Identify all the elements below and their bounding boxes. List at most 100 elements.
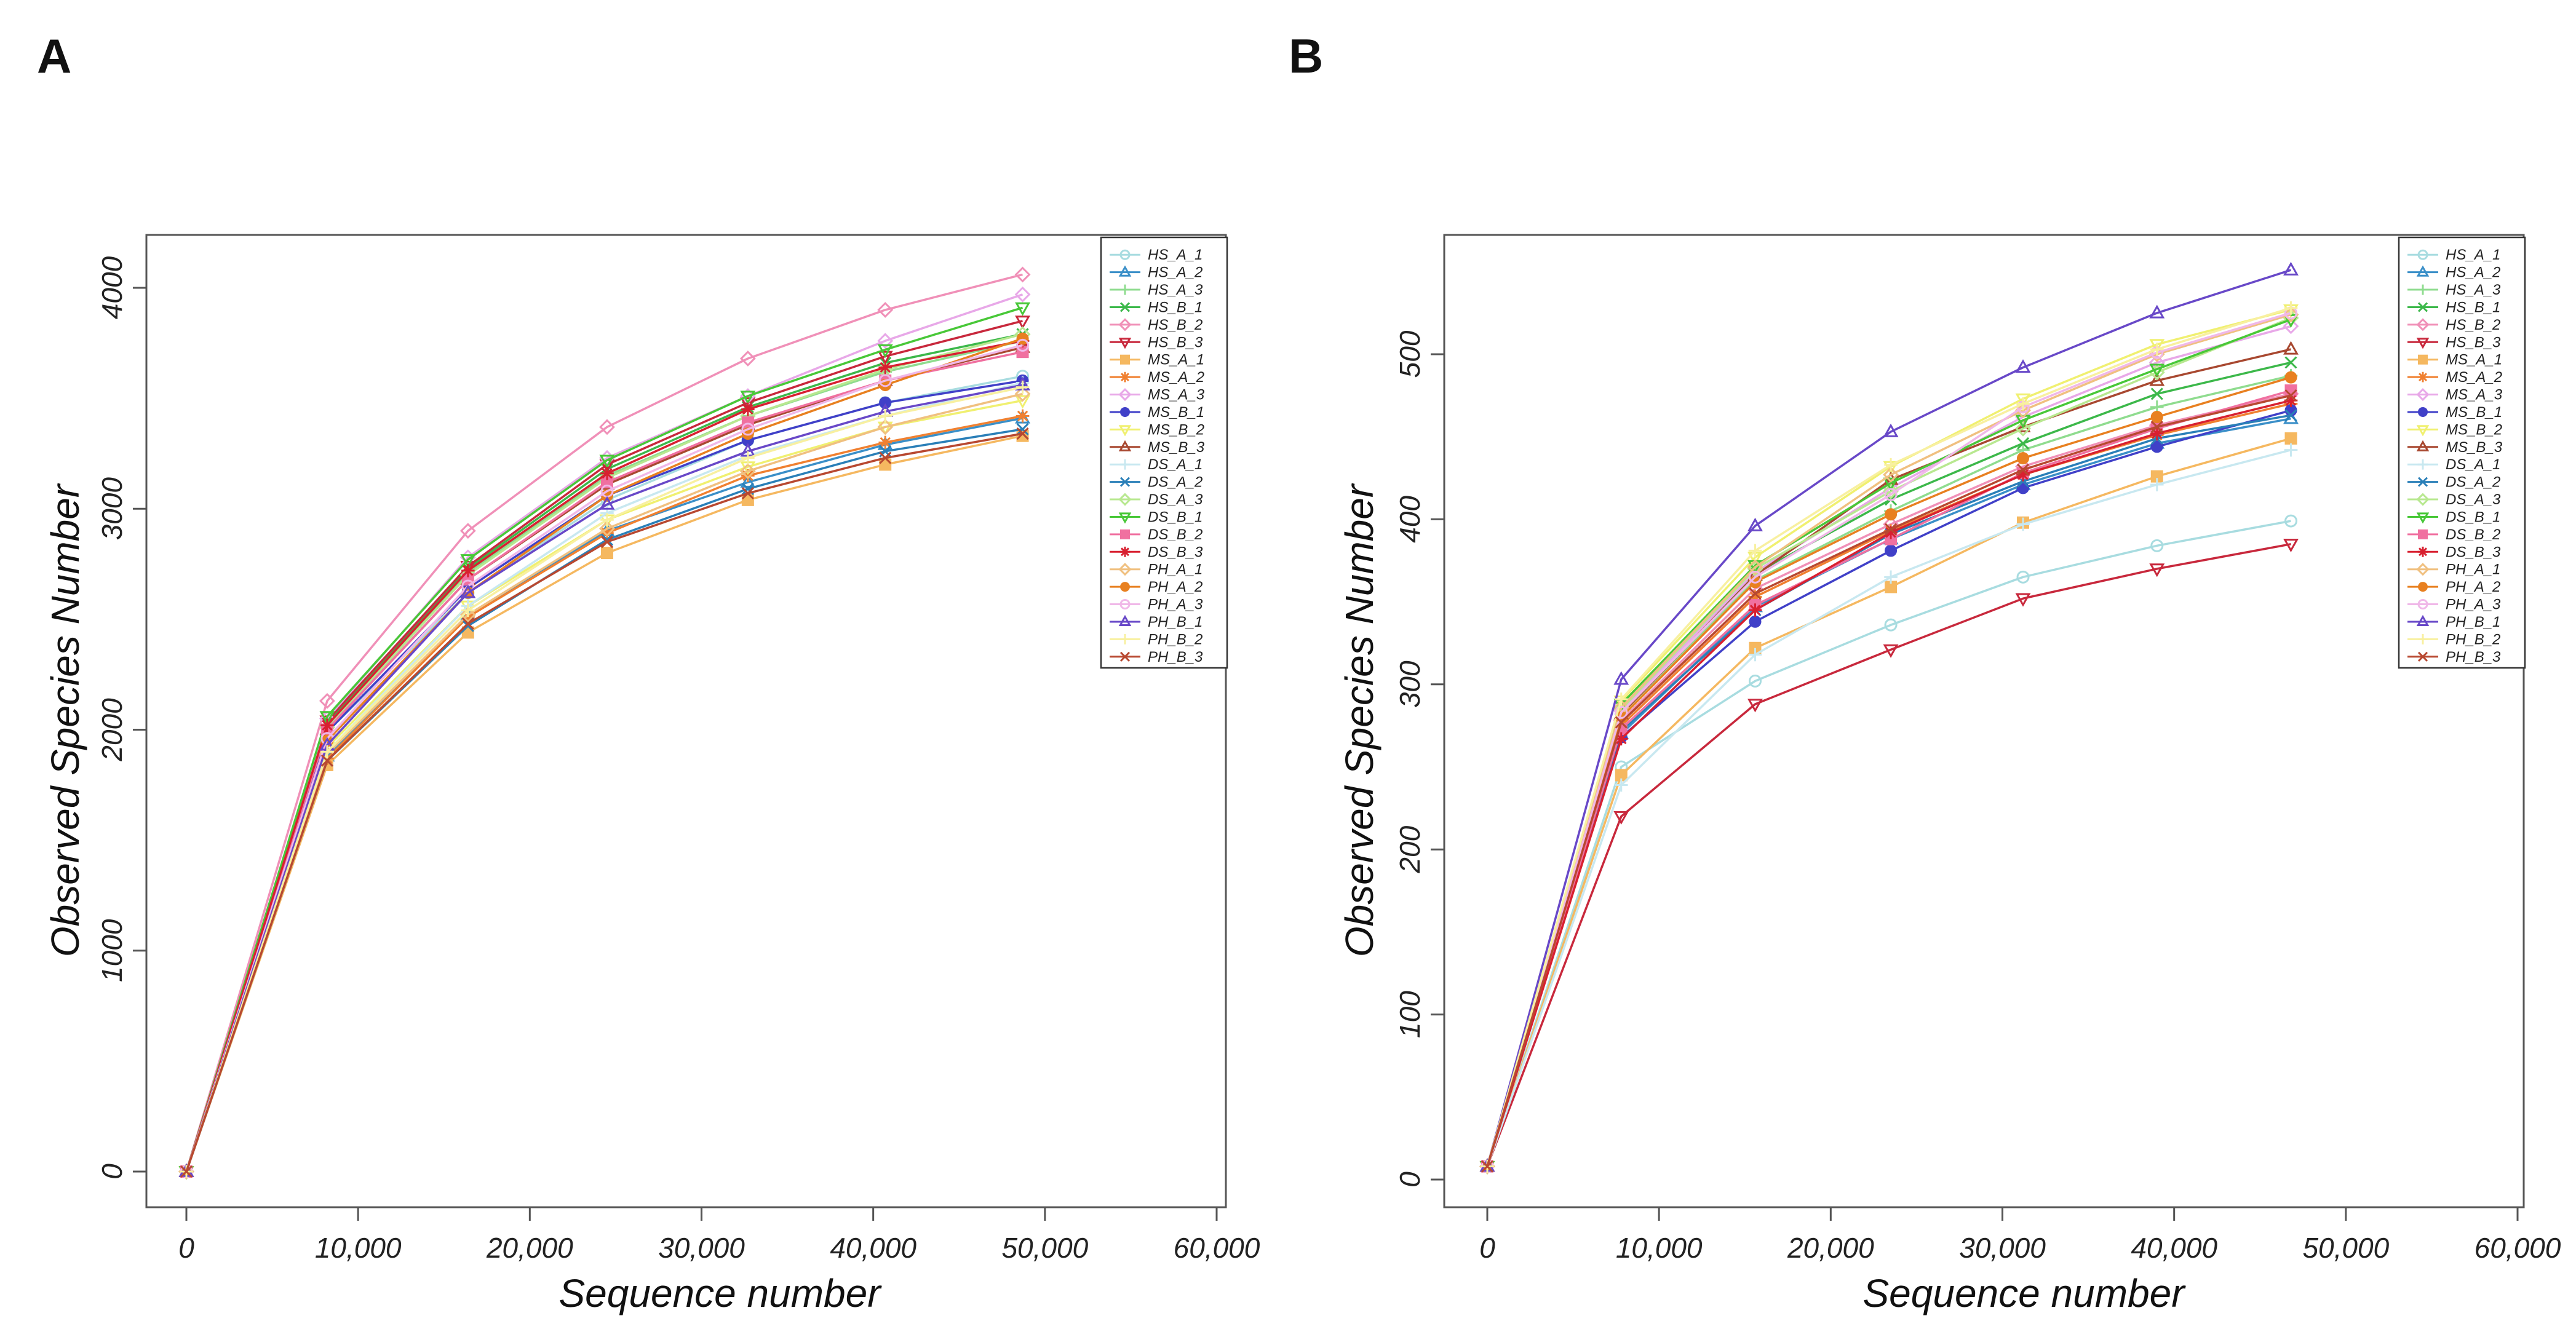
legend-item-ds-a-3: DS_A_3 [2407,491,2501,508]
legend-marker-icon [2418,582,2428,592]
legend-marker-icon [1118,614,1132,627]
legend-marker-icon [1119,477,1131,487]
data-point-ph-b-1 [599,496,615,510]
y-axis-title-a: Observed Species Number [43,483,87,957]
y-axis-title-b: Observed Species Number [1337,483,1381,957]
data-point-ph-b-1 [2283,261,2299,276]
data-point-ph-b-1 [1613,671,1629,685]
panel-letter-b: B [1289,29,1323,83]
x-tick-label: 0 [178,1232,194,1264]
data-point-ph-b-3 [2016,463,2030,476]
legend-item-ms-b-1: MS_B_1 [2407,404,2502,421]
data-point-ds-b-1 [877,344,893,358]
data-point-hs-b-3 [1883,644,1899,658]
legend-item-ph-b-2: PH_B_2 [1110,631,1203,648]
series-hs-a-1 [1481,514,2297,1173]
legend-label: PH_A_1 [1148,561,1203,578]
series-line-ms-b-1 [1486,409,2291,1167]
legend-label: HS_A_2 [1148,264,1203,281]
data-point-ph-a-3 [1615,705,1628,719]
legend-label: PH_A_3 [1148,597,1203,613]
data-point-hs-b-3 [1747,699,1763,713]
data-point-ms-a-2 [1748,590,1762,604]
data-point-ph-b-1 [2015,359,2031,373]
legend-item-ms-b-3: MS_B_3 [2407,439,2503,456]
legend-marker-icon [2417,651,2428,662]
data-point-ph-b-3 [461,617,474,630]
series-hs-b-2 [178,266,1031,1180]
data-point-ms-b-1 [2150,440,2163,453]
legend-marker-icon [2418,407,2428,417]
series-line-ds-b-1 [185,306,1024,1172]
data-point-ds-b-3 [2016,468,2030,482]
data-point-ph-b-3 [180,1165,193,1178]
legend-marker-icon [1118,563,1132,576]
data-point-ms-b-3 [2283,341,2299,355]
data-point-ds-a-3 [1747,560,1763,577]
series-layer-a [178,266,1031,1180]
legend-marker-icon [1119,459,1131,470]
data-point-hs-b-3 [2149,563,2165,577]
data-point-ds-b-3 [1884,526,1898,539]
legend-item-ds-b-3: DS_B_3 [1110,544,1203,560]
data-point-hs-b-2 [599,419,615,435]
legend-item-ph-b-2: PH_B_2 [2407,631,2500,648]
data-point-hs-b-2 [459,523,476,539]
data-point-ds-a-3 [2015,420,2031,437]
legend-item-ph-a-2: PH_A_2 [2407,579,2500,595]
legend-marker-icon [1118,512,1132,524]
legend-label: MS_A_3 [2446,387,2503,403]
legend-label: PH_B_1 [1148,614,1203,630]
data-point-ds-b-3 [461,564,475,577]
series-hs-b-3 [1479,538,2299,1175]
y-tick-label: 0 [96,1164,128,1180]
legend-label: HS_A_3 [1148,282,1203,298]
data-point-hs-a-2 [740,474,756,488]
data-point-ds-b-1 [1883,477,1899,491]
y-tick-label: 0 [1394,1172,1426,1188]
series-ds-b-1 [178,302,1031,1180]
legend-label: DS_A_3 [1148,491,1203,508]
data-point-ph-b-2 [741,451,755,465]
data-point-ds-b-1 [319,711,335,725]
legend-item-ds-a-2: DS_A_2 [1110,474,1203,491]
legend-marker-icon [1120,582,1130,592]
legend-item-ds-b-1: DS_B_1 [1110,509,1203,525]
data-point-ph-a-1 [1747,559,1763,576]
data-point-ph-b-3 [1884,523,1898,536]
legend-item-ds-a-3: DS_A_3 [1110,491,1203,508]
data-point-ms-b-2 [2149,339,2165,353]
legend-label: DS_B_3 [1148,544,1203,560]
x-tick-label: 40,000 [2131,1232,2217,1264]
data-point-ph-b-2 [1884,458,1898,472]
legend-item-ms-a-2: MS_A_2 [1110,369,1204,386]
data-point-ph-b-1 [2149,304,2165,319]
legend-marker-icon [1119,599,1131,610]
legend-item-hs-b-2: HS_B_2 [2407,317,2500,333]
x-axis-title-b: Sequence number [1862,1271,2186,1315]
data-point-hs-b-2 [739,351,756,367]
x-tick-label: 50,000 [1001,1232,1088,1264]
legend-marker-icon [1118,493,1132,506]
x-axis-a: 0 10,000 20,000 30,000 40,000 50,000 60,000 [178,1207,1260,1264]
x-tick-label: 40,000 [830,1232,916,1264]
legend-item-ph-a-3: PH_A_3 [1110,597,1203,613]
data-point-ph-a-1 [2283,306,2299,323]
legend-marker-icon [1120,529,1130,539]
legend-label: MS_A_1 [1148,352,1204,368]
legend-label: MS_B_2 [1148,421,1204,438]
legend-item-hs-b-1: HS_B_1 [1110,299,1203,315]
data-point-ds-b-3 [2284,394,2298,407]
x-tick-label: 30,000 [658,1232,745,1264]
data-point-ph-a-3 [1884,488,1898,501]
x-tick-label: 10,000 [1616,1232,1703,1264]
data-point-ds-a-1 [2016,517,2030,531]
data-point-ph-b-3 [600,536,614,549]
legend-label: MS_B_2 [2446,421,2502,438]
legend-marker-icon [1118,265,1132,277]
data-point-ds-b-1 [1015,302,1031,316]
legend-label: MS_B_3 [1148,439,1205,456]
legend-label: MS_B_1 [2446,404,2502,421]
data-point-ph-b-3 [2284,389,2297,402]
legend-item-hs-a-1: HS_A_1 [1110,247,1203,263]
